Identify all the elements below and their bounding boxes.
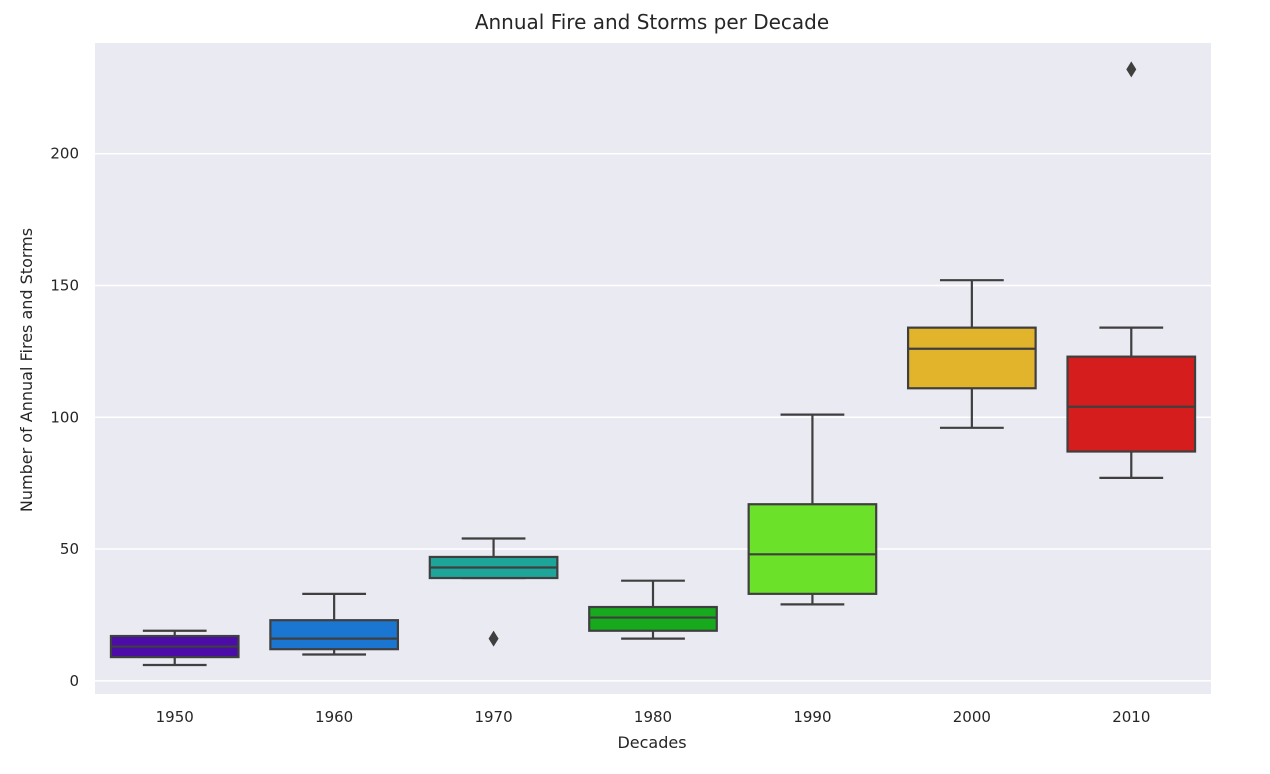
iqr-box-1990: [747, 503, 878, 595]
x-tick-label-1950: 1950: [156, 708, 194, 726]
x-tick-labels: 1950 1960 1970 1980 1990 2000 2010: [156, 708, 1151, 726]
x-tick-label-1980: 1980: [634, 708, 672, 726]
box-1970: [428, 537, 559, 647]
box-1990: [747, 413, 878, 606]
iqr-box-2010: [1066, 355, 1197, 453]
iqr-box-1960: [269, 619, 400, 651]
outlier-1970-0: [488, 630, 499, 647]
x-tick-label-1960: 1960: [315, 708, 353, 726]
y-tick-label-50: 50: [60, 540, 79, 558]
y-tick-label-100: 100: [50, 408, 79, 426]
x-tick-label-2000: 2000: [953, 708, 991, 726]
iqr-box-1980: [588, 605, 718, 632]
x-tick-label-2010: 2010: [1112, 708, 1150, 726]
x-axis-label: Decades: [617, 733, 686, 752]
iqr-box-2000: [906, 326, 1037, 390]
outlier-2010-0: [1126, 61, 1137, 78]
x-tick-label-1990: 1990: [793, 708, 831, 726]
y-tick-label-0: 0: [69, 672, 79, 690]
box-1950: [109, 629, 240, 667]
y-tick-label-200: 200: [50, 145, 79, 163]
gridlines: [95, 152, 1211, 682]
y-axis-label: Number of Annual Fires and Storms: [17, 228, 36, 512]
boxes: [109, 61, 1197, 667]
y-tick-labels: 0 50 100 150 200: [50, 145, 79, 690]
box-2010: [1066, 61, 1197, 479]
box-1980: [588, 579, 718, 640]
box-2000: [906, 279, 1037, 429]
box-1960: [269, 592, 400, 656]
y-tick-label-150: 150: [50, 276, 79, 294]
x-tick-label-1970: 1970: [474, 708, 512, 726]
chart-title: Annual Fire and Storms per Decade: [475, 10, 829, 34]
